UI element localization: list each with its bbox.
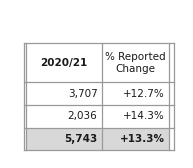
Bar: [26, 105, 169, 128]
Text: 2,036: 2,036: [68, 111, 97, 121]
Text: 3,707: 3,707: [68, 89, 97, 99]
Text: +12.7%: +12.7%: [123, 89, 165, 99]
Text: 5,743: 5,743: [64, 134, 97, 144]
Text: +13.3%: +13.3%: [120, 134, 165, 144]
Text: % Reported
Change: % Reported Change: [105, 52, 166, 74]
Bar: [26, 44, 169, 82]
Text: 2020/21: 2020/21: [41, 58, 88, 68]
Text: +14.3%: +14.3%: [123, 111, 165, 121]
Bar: [26, 128, 169, 150]
Bar: [26, 82, 169, 105]
